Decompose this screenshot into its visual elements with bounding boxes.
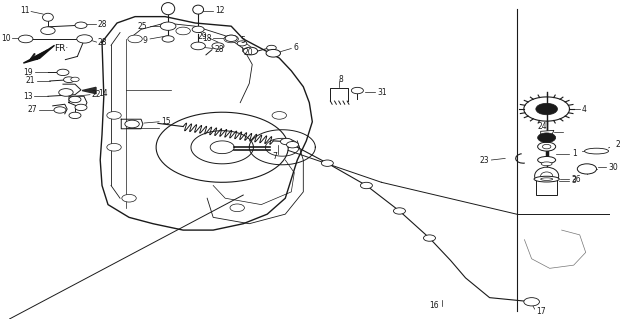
Text: 26: 26: [572, 175, 582, 184]
Text: 3: 3: [572, 176, 577, 185]
Text: 5: 5: [241, 36, 246, 45]
Text: 24: 24: [538, 122, 547, 131]
Text: 23: 23: [480, 156, 490, 164]
Circle shape: [176, 27, 190, 35]
Text: 9: 9: [142, 36, 147, 45]
Circle shape: [77, 35, 92, 43]
Ellipse shape: [534, 176, 559, 182]
Text: 11: 11: [20, 6, 30, 15]
Circle shape: [191, 42, 205, 50]
FancyBboxPatch shape: [536, 178, 557, 195]
Text: 10: 10: [1, 35, 11, 44]
Circle shape: [536, 103, 557, 115]
Circle shape: [128, 35, 142, 43]
Text: 7: 7: [272, 152, 277, 161]
Ellipse shape: [541, 172, 552, 180]
Circle shape: [69, 112, 81, 119]
Circle shape: [394, 208, 405, 214]
Circle shape: [54, 107, 66, 113]
Circle shape: [237, 41, 247, 46]
Circle shape: [162, 36, 174, 42]
Text: 22: 22: [92, 90, 101, 99]
Ellipse shape: [541, 162, 552, 166]
Text: 30: 30: [608, 163, 618, 172]
Text: 2: 2: [616, 140, 620, 149]
Text: 14: 14: [98, 89, 107, 98]
Text: 8: 8: [338, 75, 343, 84]
Circle shape: [230, 204, 244, 212]
Text: 4: 4: [582, 105, 587, 114]
Text: 28: 28: [215, 44, 224, 54]
Circle shape: [321, 160, 334, 166]
Text: 12: 12: [215, 6, 224, 15]
Ellipse shape: [541, 178, 552, 180]
Text: 18: 18: [202, 34, 211, 43]
Circle shape: [64, 77, 74, 83]
Text: 28: 28: [98, 20, 107, 29]
Circle shape: [266, 50, 280, 57]
Circle shape: [59, 89, 73, 96]
Text: 6: 6: [293, 43, 298, 52]
Circle shape: [272, 112, 286, 119]
Circle shape: [107, 143, 122, 151]
Text: 16: 16: [430, 301, 439, 310]
Circle shape: [360, 182, 373, 189]
Text: 15: 15: [161, 117, 171, 126]
Text: 19: 19: [24, 68, 33, 77]
Circle shape: [286, 141, 298, 148]
Circle shape: [225, 35, 237, 42]
Text: 20: 20: [243, 48, 253, 58]
Circle shape: [71, 77, 79, 82]
Polygon shape: [82, 87, 96, 94]
Circle shape: [75, 22, 87, 28]
Text: 27: 27: [27, 106, 37, 115]
Circle shape: [122, 195, 136, 202]
Circle shape: [538, 133, 556, 142]
Text: 1: 1: [572, 149, 577, 158]
Circle shape: [280, 138, 293, 145]
Circle shape: [267, 45, 277, 50]
Polygon shape: [24, 45, 55, 63]
Circle shape: [524, 298, 539, 306]
Ellipse shape: [534, 167, 559, 185]
Ellipse shape: [538, 156, 556, 164]
Ellipse shape: [43, 13, 53, 21]
Circle shape: [577, 164, 596, 174]
Ellipse shape: [193, 5, 203, 14]
Circle shape: [69, 96, 81, 103]
Circle shape: [125, 120, 140, 128]
Circle shape: [224, 35, 239, 43]
Ellipse shape: [585, 148, 609, 154]
Text: 31: 31: [377, 88, 387, 97]
Text: 28: 28: [98, 38, 107, 47]
Polygon shape: [541, 130, 554, 136]
Circle shape: [161, 22, 176, 30]
Circle shape: [243, 47, 258, 55]
Ellipse shape: [538, 142, 556, 151]
Text: 25: 25: [138, 22, 147, 31]
Text: FR·: FR·: [55, 44, 69, 53]
Circle shape: [352, 87, 363, 94]
Circle shape: [41, 27, 55, 35]
Text: 21: 21: [25, 76, 35, 85]
Circle shape: [107, 112, 122, 119]
Circle shape: [75, 104, 87, 111]
Ellipse shape: [542, 144, 551, 149]
Text: 29: 29: [198, 32, 207, 41]
Circle shape: [57, 69, 69, 76]
Text: 13: 13: [24, 92, 33, 101]
Circle shape: [192, 26, 204, 33]
Circle shape: [423, 235, 435, 241]
Text: 17: 17: [536, 307, 546, 316]
Circle shape: [19, 35, 33, 43]
Ellipse shape: [161, 3, 175, 15]
Circle shape: [212, 43, 224, 49]
